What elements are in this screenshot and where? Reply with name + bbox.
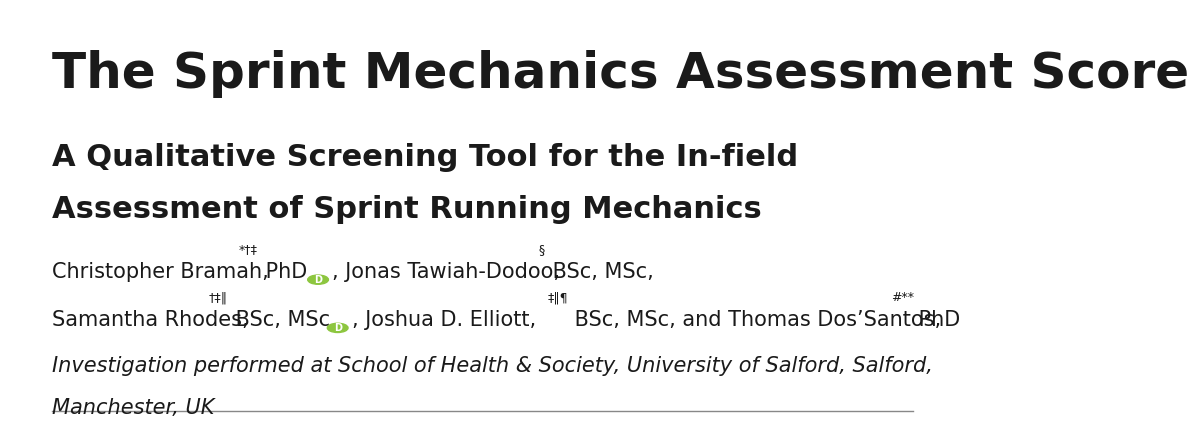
Text: BSc, MSc,: BSc, MSc,: [546, 262, 654, 282]
Circle shape: [328, 323, 348, 332]
Text: Samantha Rhodes,: Samantha Rhodes,: [52, 310, 248, 330]
Text: PhD: PhD: [259, 262, 313, 282]
Text: PhD: PhD: [912, 310, 960, 330]
Text: , Joshua D. Elliott,: , Joshua D. Elliott,: [352, 310, 536, 330]
Text: Christopher Bramah,: Christopher Bramah,: [52, 262, 269, 282]
Text: BSc, MSc: BSc, MSc: [229, 310, 337, 330]
Text: A Qualitative Screening Tool for the In-field: A Qualitative Screening Tool for the In-…: [52, 143, 798, 172]
Text: *†‡: *†‡: [238, 243, 257, 256]
Text: #**: #**: [892, 291, 914, 305]
Text: D: D: [314, 275, 322, 285]
Text: , Jonas Tawiah-Dodoo,: , Jonas Tawiah-Dodoo,: [332, 262, 560, 282]
Text: ‡‖¶: ‡‖¶: [548, 291, 569, 305]
Text: D: D: [334, 323, 342, 333]
Text: BSc, MSc, and Thomas Dos’Santos,: BSc, MSc, and Thomas Dos’Santos,: [568, 310, 941, 330]
Text: The Sprint Mechanics Assessment Score: The Sprint Mechanics Assessment Score: [52, 50, 1189, 98]
Text: Assessment of Sprint Running Mechanics: Assessment of Sprint Running Mechanics: [52, 195, 762, 224]
Circle shape: [307, 275, 329, 284]
Text: Investigation performed at School of Health & Society, University of Salford, Sa: Investigation performed at School of Hea…: [52, 357, 932, 376]
Text: Manchester, UK: Manchester, UK: [52, 398, 215, 418]
Text: †‡‖: †‡‖: [209, 291, 228, 305]
Text: §: §: [538, 243, 545, 256]
